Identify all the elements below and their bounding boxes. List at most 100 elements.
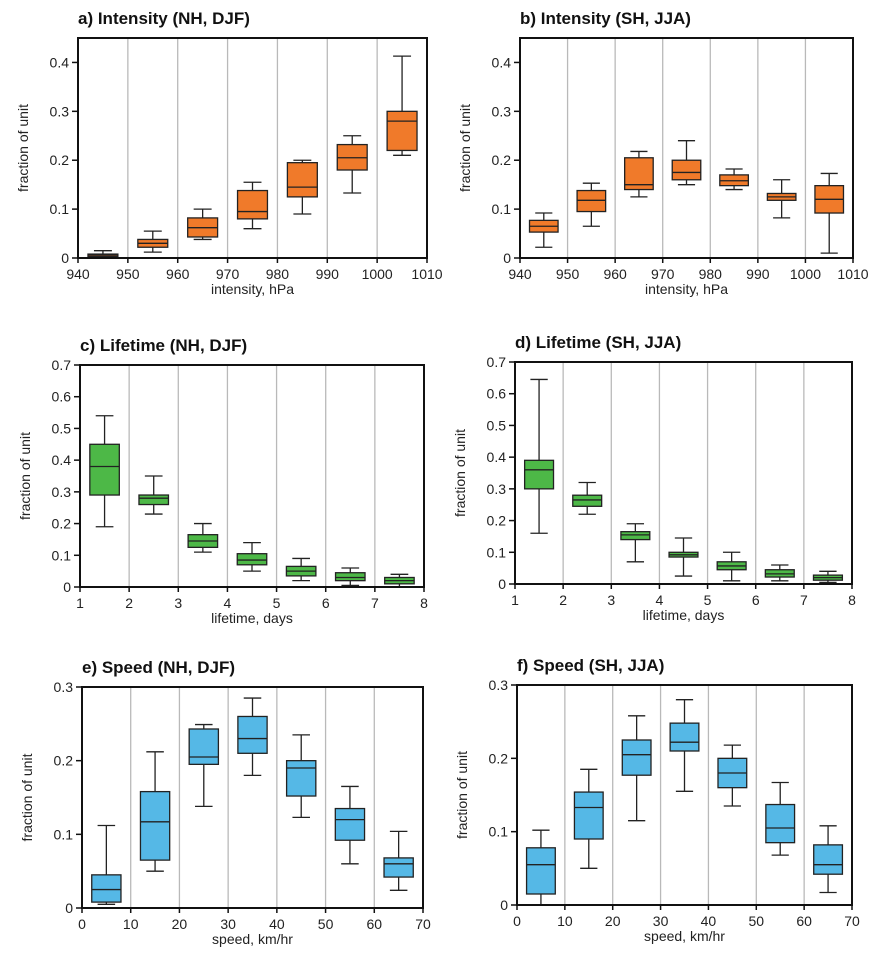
x-tick-label: 60: [796, 913, 812, 929]
box-lifetime-sh-3: [620, 523, 651, 563]
box-iqr: [236, 553, 268, 566]
box-speed-sh-5: [717, 744, 748, 807]
panel-title: f) Speed (SH, JJA): [517, 656, 664, 675]
y-tick-label: 0: [65, 900, 73, 916]
box-lifetime-nh-1: [89, 415, 120, 528]
box-iqr: [285, 760, 317, 797]
box-speed-nh-7: [383, 830, 414, 891]
y-tick-label: 0.5: [52, 420, 72, 436]
box-intensity-sh-3: [624, 150, 654, 198]
box-lifetime-nh-7: [384, 573, 415, 588]
box-intensity-sh-1: [528, 212, 559, 248]
x-tick-label: 6: [752, 592, 760, 608]
box-iqr: [523, 459, 555, 490]
box-speed-nh-1: [91, 824, 122, 905]
box-intensity-nh-4: [236, 181, 269, 230]
y-tick-label: 0.1: [54, 826, 74, 842]
x-axis-label: speed, km/hr: [212, 931, 293, 947]
panel-speed-nh: 0 0.1 0.2 0.3 0 10 20 30 40 50 60 70 speed, km/hr fra…: [19, 658, 431, 947]
x-tick-label: 7: [800, 592, 808, 608]
y-tick-label: 0.3: [492, 103, 512, 119]
y-tick-label: 0.1: [50, 201, 70, 217]
y-axis-label: fraction of unit: [454, 751, 470, 839]
x-tick-label: 2: [559, 592, 567, 608]
plot-frame: [79, 364, 425, 588]
x-tick-label: 7: [371, 595, 379, 611]
x-tick-label: 960: [166, 266, 190, 282]
box-iqr: [138, 494, 170, 506]
y-tick-label: 0: [500, 897, 508, 913]
box-iqr: [525, 847, 556, 895]
x-axis-label: speed, km/hr: [644, 928, 725, 944]
y-axis-label: fraction of unit: [17, 432, 33, 520]
box-iqr: [620, 531, 651, 541]
x-tick-label: 30: [220, 916, 236, 932]
panel-title: d) Lifetime (SH, JJA): [515, 333, 681, 352]
box-intensity-sh-5: [719, 168, 749, 191]
x-tick-label: 4: [224, 595, 232, 611]
x-tick-label: 970: [651, 266, 675, 282]
box-lifetime-sh-6: [764, 564, 795, 582]
panel-speed-sh: 0 0.1 0.2 0.3 0 10 20 30 40 50 60 70 speed, km/hr fra…: [454, 656, 860, 944]
x-axis-label: intensity, hPa: [211, 281, 294, 297]
y-tick-label: 0.6: [52, 389, 72, 405]
y-tick-label: 0.4: [492, 54, 512, 70]
plot-frame: [516, 684, 853, 906]
box-lifetime-sh-1: [523, 378, 555, 534]
y-tick-label: 0: [63, 579, 71, 595]
y-tick-label: 0.3: [489, 677, 509, 693]
y-tick-label: 0.1: [487, 544, 507, 560]
box-iqr: [89, 443, 120, 496]
y-tick-label: 0.7: [487, 354, 507, 370]
x-tick-label: 0: [78, 916, 86, 932]
y-tick-label: 0: [498, 576, 506, 592]
y-axis-label: fraction of unit: [15, 104, 31, 192]
y-tick-label: 0.3: [54, 679, 74, 695]
box-iqr: [813, 844, 844, 875]
y-tick-label: 0: [503, 250, 511, 266]
x-tick-label: 40: [269, 916, 285, 932]
y-tick-label: 0.4: [52, 452, 72, 468]
y-axis-label: fraction of unit: [452, 429, 468, 517]
box-intensity-nh-1: [87, 250, 119, 259]
panel-lifetime-nh: 0 0.1 0.2 0.3 0.4 0.5 0.6 0.7 1 2 3 4 5 6 7 8 lifetime, …: [17, 336, 428, 626]
y-tick-label: 0.7: [52, 357, 72, 373]
y-tick-label: 0.2: [492, 152, 512, 168]
box-iqr: [334, 572, 366, 582]
box-iqr: [576, 189, 607, 213]
y-tick-label: 0.3: [52, 484, 72, 500]
panel-title: b) Intensity (SH, JJA): [520, 9, 691, 28]
box-speed-sh-6: [765, 781, 796, 856]
box-iqr: [237, 715, 268, 754]
box-speed-nh-6: [334, 785, 366, 865]
y-axis-label: fraction of unit: [19, 753, 35, 841]
box-lifetime-sh-5: [716, 551, 747, 582]
box-iqr: [572, 494, 603, 507]
box-speed-sh-2: [573, 768, 604, 869]
box-iqr: [573, 791, 604, 840]
x-axis-label: lifetime, days: [643, 607, 725, 623]
x-tick-label: 10: [123, 916, 139, 932]
box-iqr: [236, 189, 269, 220]
x-tick-label: 2: [125, 595, 133, 611]
x-tick-label: 3: [174, 595, 182, 611]
x-tick-label: 980: [266, 266, 290, 282]
panel-lifetime-sh: 0 0.1 0.2 0.3 0.4 0.5 0.6 0.7 1 2 3 4 5 6 7 8 lifetime, …: [452, 333, 856, 623]
y-axis-label: fraction of unit: [457, 104, 473, 192]
x-tick-label: 5: [704, 592, 712, 608]
x-tick-label: 50: [748, 913, 764, 929]
box-intensity-nh-5: [286, 159, 318, 215]
y-tick-label: 0.5: [487, 417, 507, 433]
box-iqr: [91, 874, 122, 903]
box-iqr: [383, 857, 414, 878]
box-iqr: [188, 728, 220, 765]
box-speed-sh-3: [621, 715, 652, 822]
plot-frame: [514, 361, 853, 585]
y-tick-label: 0.1: [52, 547, 72, 563]
box-lifetime-nh-5: [285, 557, 317, 582]
box-iqr: [139, 790, 171, 861]
box-intensity-nh-6: [336, 135, 368, 194]
x-tick-label: 940: [508, 266, 532, 282]
box-intensity-nh-3: [187, 208, 219, 241]
x-tick-label: 30: [653, 913, 669, 929]
